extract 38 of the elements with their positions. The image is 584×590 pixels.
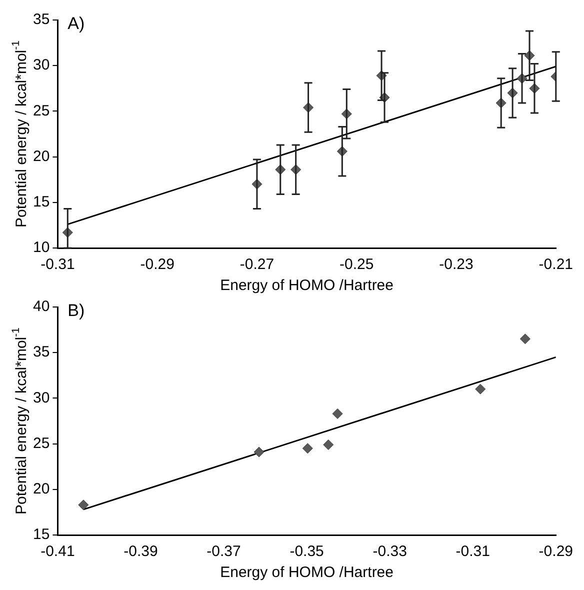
point (302, 443, 313, 454)
point (332, 408, 343, 419)
annotation: A) (68, 14, 85, 34)
x-tick-label: -0.27 (240, 256, 274, 274)
y-tick-label: 35 (32, 344, 50, 361)
point (520, 334, 530, 344)
x-tick-label: -0.39 (124, 543, 158, 560)
x-tick-label: -0.25 (340, 256, 374, 274)
point (78, 500, 89, 510)
y-tick-label: 15 (32, 526, 50, 544)
y-axis-title: Potential energy / kcal*mol-1 (10, 40, 30, 228)
y-tick-label: 15 (32, 194, 50, 211)
y-tick-label: 25 (32, 434, 50, 452)
x-tick-label: -0.29 (140, 256, 174, 274)
x-tick-label: -0.29 (538, 543, 574, 560)
x-axis-title: Energy of HOMO /Hartree (220, 564, 394, 582)
y-tick-label: 10 (32, 239, 50, 256)
y-tick-label: 30 (32, 56, 50, 74)
x-tick-label: -0.23 (439, 256, 474, 274)
x-tick-label: -0.35 (290, 543, 324, 560)
point (323, 439, 334, 450)
x-axis-title: Energy of HOMO /Hartree (220, 277, 394, 294)
x-tick-label: -0.37 (206, 543, 241, 560)
x-tick-label: -0.31 (456, 543, 490, 560)
y-tick-label: 20 (32, 148, 50, 165)
point (254, 446, 264, 458)
x-tick-label: -0.41 (40, 543, 75, 560)
y-tick-label: 30 (32, 389, 50, 406)
x-tick-label: -0.31 (40, 256, 75, 274)
y-tick-label: 35 (32, 11, 50, 28)
y-tick-label: 40 (32, 298, 50, 316)
y-tick-label: 20 (32, 480, 50, 498)
x-tick-label: -0.21 (538, 256, 574, 274)
y-axis-title: Potential energy / kcal*mol-1 (10, 327, 30, 514)
point (475, 384, 486, 394)
y-tick-label: 25 (32, 102, 50, 120)
x-tick-label: -0.33 (372, 543, 407, 560)
annotation: B) (68, 301, 85, 320)
